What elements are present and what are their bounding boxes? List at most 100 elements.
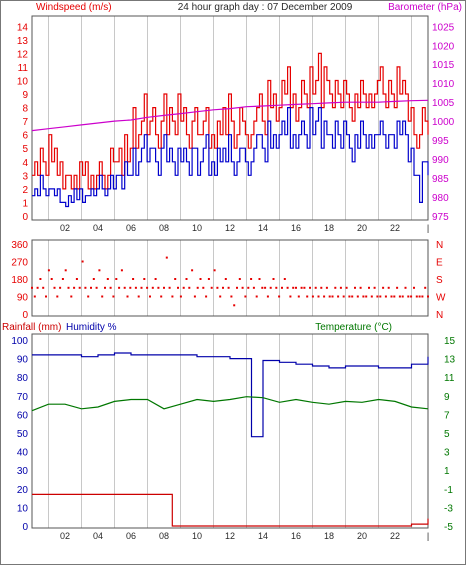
plot-frame xyxy=(31,15,429,221)
windspeed-tick-label: 6 xyxy=(22,131,28,142)
direction-point xyxy=(59,286,62,289)
x-tick-label: 14 xyxy=(258,531,268,541)
compass-label: N xyxy=(436,310,443,321)
windspeed-tick-label: 4 xyxy=(22,158,28,169)
temperature-tick-label: 13 xyxy=(444,355,456,366)
direction-point xyxy=(295,286,297,289)
direction-point xyxy=(33,295,36,298)
humidity-tick-label: 90 xyxy=(17,355,29,366)
temperature-tick-label: 15 xyxy=(444,336,456,347)
barometer-tick-label: 1015 xyxy=(432,60,455,71)
direction-point xyxy=(244,295,247,298)
direction-point xyxy=(191,269,194,272)
direction-point xyxy=(241,286,244,289)
gust-low-line xyxy=(32,107,429,208)
direction-point xyxy=(323,295,326,298)
direction-point xyxy=(320,286,323,289)
direction-point xyxy=(269,286,272,289)
x-tick-label: 20 xyxy=(357,531,367,541)
humidity-tick-label: 20 xyxy=(17,485,29,496)
direction-point xyxy=(216,286,219,289)
direction-point xyxy=(129,286,132,289)
windspeed-tick-label: 9 xyxy=(22,90,28,101)
humidity-temp-rain-panel: 0102030405060708090100-5-3-1135791113150… xyxy=(11,333,456,541)
compass-label: E xyxy=(436,258,443,269)
direction-point xyxy=(398,295,401,298)
barometer-tick-label: 1020 xyxy=(432,41,455,52)
temperature-tick-label: 11 xyxy=(444,373,455,384)
barometer-tick-label: 980 xyxy=(432,193,449,204)
humidity-tick-label: 40 xyxy=(17,448,29,459)
direction-point xyxy=(75,278,78,280)
windspeed-tick-label: 2 xyxy=(22,185,28,196)
direction-point xyxy=(393,295,396,298)
direction-point xyxy=(171,295,174,298)
humidity-tick-label: 100 xyxy=(11,336,28,347)
temperature-tick-label: 7 xyxy=(444,410,450,421)
direction-point xyxy=(413,286,415,289)
direction-point xyxy=(266,295,269,298)
humidity-tick-label: 30 xyxy=(17,466,29,477)
windspeed-tick-label: 13 xyxy=(17,36,29,47)
direction-point xyxy=(250,278,253,280)
temperature-tick-label: 9 xyxy=(444,392,450,403)
x-tick-label: 04 xyxy=(93,531,103,541)
x-tick-label: 12 xyxy=(225,223,235,233)
direction-point xyxy=(87,295,90,298)
direction-point xyxy=(90,286,92,289)
x-tick-label: 10 xyxy=(192,531,202,541)
direction-point xyxy=(306,295,309,298)
direction-point xyxy=(356,295,359,298)
direction-point xyxy=(342,295,345,298)
x-tick-label: 04 xyxy=(93,223,103,233)
direction-point xyxy=(109,286,112,289)
direction-point xyxy=(64,269,67,272)
windspeed-tick-label: 5 xyxy=(22,144,28,155)
temperature-tick-label: 5 xyxy=(444,429,450,440)
direction-point xyxy=(207,278,210,280)
direction-point xyxy=(373,286,376,289)
direction-point xyxy=(236,286,238,289)
direction-point xyxy=(70,295,73,298)
direction-point xyxy=(362,295,365,298)
direction-point xyxy=(339,286,342,289)
direction-point xyxy=(278,295,281,298)
rainfall-line xyxy=(32,493,429,527)
plot-frame xyxy=(31,239,429,317)
barometer-tick-label: 1025 xyxy=(432,22,455,33)
direction-point xyxy=(328,295,331,298)
direction-point xyxy=(334,286,337,289)
x-tick-label: 06 xyxy=(126,223,136,233)
barometer-tick-label: 985 xyxy=(432,174,449,185)
direction-point xyxy=(73,286,76,289)
x-tick-label: 14 xyxy=(258,223,268,233)
direction-point xyxy=(149,295,151,298)
direction-point xyxy=(120,269,123,272)
direction-point xyxy=(418,295,421,298)
direction-point xyxy=(134,286,137,289)
direction-point xyxy=(252,286,255,289)
direction-point xyxy=(188,286,191,289)
direction-point xyxy=(140,286,143,289)
x-tick-label: 18 xyxy=(324,531,334,541)
direction-point xyxy=(297,295,300,298)
direction-point xyxy=(126,295,129,298)
humidity-line xyxy=(32,352,429,438)
direction-point xyxy=(233,304,236,307)
x-tick-label: 22 xyxy=(390,223,400,233)
x-tick-label: 08 xyxy=(159,223,169,233)
direction-point xyxy=(264,286,267,289)
direction-point xyxy=(42,286,45,289)
barometer-tick-label: 1010 xyxy=(432,79,455,90)
direction-point xyxy=(404,286,407,289)
rainfall-axis-label: Rainfall (mm) xyxy=(2,322,61,333)
windspeed-tick-label: 0 xyxy=(22,212,28,223)
windspeed-line xyxy=(32,52,429,190)
windspeed-tick-label: 3 xyxy=(22,171,28,182)
direction-point xyxy=(359,286,362,289)
direction-point xyxy=(283,278,286,280)
direction-point xyxy=(81,260,84,263)
direction-point xyxy=(143,278,146,280)
direction-point xyxy=(396,286,399,289)
